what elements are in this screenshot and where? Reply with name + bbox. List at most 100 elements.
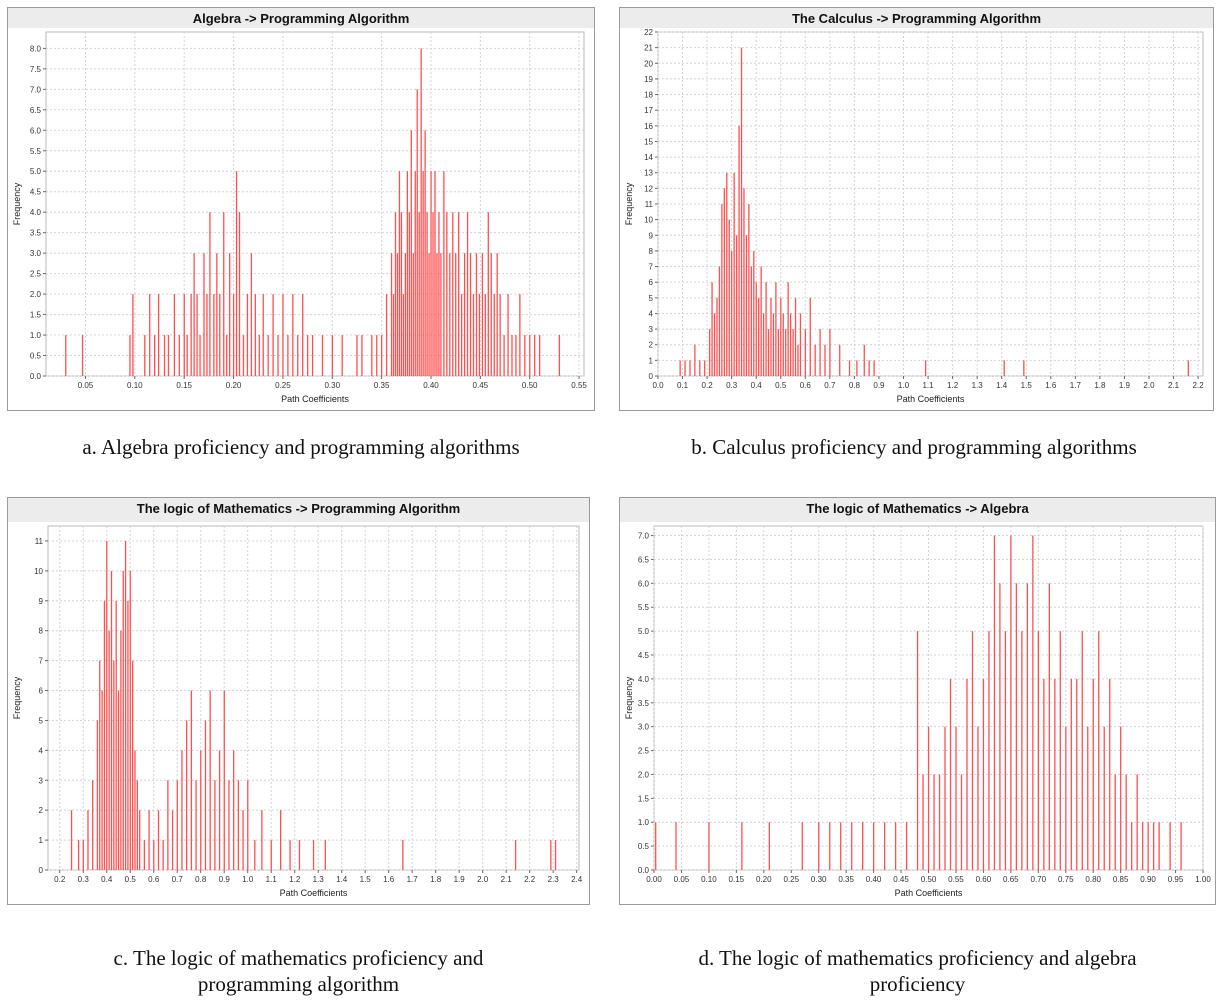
bar xyxy=(755,282,757,376)
bar xyxy=(554,840,557,870)
x-tick-label: 0.40 xyxy=(423,381,439,390)
bar xyxy=(199,335,201,376)
y-tick-label: 1 xyxy=(649,356,654,365)
bar xyxy=(277,335,279,376)
bar xyxy=(218,750,221,870)
bar xyxy=(529,335,531,376)
bar xyxy=(149,294,151,376)
bar xyxy=(267,335,269,376)
x-tick-label: 0.30 xyxy=(811,875,827,884)
bar xyxy=(176,780,178,870)
bar xyxy=(689,360,691,376)
bar xyxy=(186,335,188,376)
bar xyxy=(762,313,765,376)
caption-d-line1: d. The logic of mathematics proficiency … xyxy=(698,946,1137,970)
bar xyxy=(519,294,521,376)
y-tick-label: 6.5 xyxy=(30,106,42,115)
x-tick-label: 1.5 xyxy=(1021,381,1033,390)
x-tick-label: 2.4 xyxy=(571,875,583,884)
y-tick-label: 19 xyxy=(644,75,653,84)
bar xyxy=(82,840,84,870)
x-tick-label: 0.45 xyxy=(893,875,909,884)
y-tick-label: 9 xyxy=(39,597,44,606)
bar xyxy=(748,204,750,376)
caption-d: d. The logic of mathematics proficiency … xyxy=(619,945,1216,997)
bar xyxy=(414,171,416,376)
x-tick-label: 2.1 xyxy=(1168,381,1180,390)
bar xyxy=(780,297,782,376)
bar xyxy=(181,750,183,870)
bar xyxy=(1103,726,1105,870)
y-tick-label: 5 xyxy=(39,716,44,725)
bar xyxy=(792,329,794,376)
x-tick-label: 1.1 xyxy=(266,875,278,884)
x-tick-label: 0.10 xyxy=(127,381,143,390)
bar xyxy=(977,726,979,870)
y-tick-label: 0.0 xyxy=(30,372,42,381)
bar xyxy=(153,335,156,376)
bar xyxy=(999,583,1001,870)
bar xyxy=(400,212,403,376)
x-tick-label: 0.80 xyxy=(1085,875,1101,884)
bar xyxy=(675,822,677,870)
bar xyxy=(455,253,457,376)
bar xyxy=(743,188,745,376)
bar xyxy=(514,840,517,870)
y-tick-label: 2 xyxy=(39,806,44,815)
bar xyxy=(287,335,289,376)
bar xyxy=(430,171,432,376)
x-tick-label: 0.20 xyxy=(756,875,772,884)
bar xyxy=(731,250,733,376)
bar xyxy=(534,335,536,376)
bar xyxy=(499,294,501,376)
bar xyxy=(694,344,696,376)
bar xyxy=(70,810,73,870)
bar xyxy=(538,335,541,376)
bar xyxy=(924,360,927,376)
bar xyxy=(238,212,241,376)
y-tick-label: 3.0 xyxy=(638,723,650,732)
y-tick-label: 14 xyxy=(644,153,653,162)
bar xyxy=(120,630,122,870)
bar xyxy=(927,726,930,870)
bar xyxy=(475,253,478,376)
bar xyxy=(356,335,358,376)
bar xyxy=(65,335,67,376)
y-tick-label: 8 xyxy=(39,627,44,636)
bar xyxy=(124,540,127,870)
y-tick-label: 6.0 xyxy=(30,126,42,135)
x-tick-label: 0.3 xyxy=(726,381,738,390)
y-tick-label: 4 xyxy=(649,309,654,318)
bar xyxy=(684,360,686,376)
bar xyxy=(235,171,238,376)
bar xyxy=(110,570,113,870)
bar xyxy=(99,660,101,870)
bar xyxy=(905,822,908,870)
y-tick-label: 16 xyxy=(644,122,653,131)
bar xyxy=(955,726,957,870)
x-tick-label: 1.5 xyxy=(360,875,372,884)
x-tick-label: 1.7 xyxy=(407,875,419,884)
bar xyxy=(162,840,164,870)
bar xyxy=(1059,631,1061,870)
caption-c: c. The logic of mathematics proficiency … xyxy=(7,945,590,997)
x-tick-label: 1.8 xyxy=(430,875,442,884)
x-tick-label: 0.15 xyxy=(729,875,745,884)
bar xyxy=(280,810,282,870)
bar xyxy=(131,660,134,870)
bar xyxy=(246,294,249,376)
caption-c-line2: programming algorithm xyxy=(197,972,400,996)
bar xyxy=(171,810,174,870)
x-tick-label: 2.1 xyxy=(501,875,513,884)
bar xyxy=(298,840,301,870)
bar xyxy=(770,297,772,376)
y-tick-label: 6 xyxy=(39,687,44,696)
x-tick-label: 0.8 xyxy=(195,875,207,884)
bar xyxy=(385,294,388,376)
x-tick-label: 0.30 xyxy=(324,381,340,390)
bar xyxy=(262,294,264,376)
plot-area xyxy=(47,525,580,871)
chart-panel-c: The logic of Mathematics -> Programming … xyxy=(7,497,590,905)
bar xyxy=(282,294,284,376)
bar xyxy=(186,720,188,870)
